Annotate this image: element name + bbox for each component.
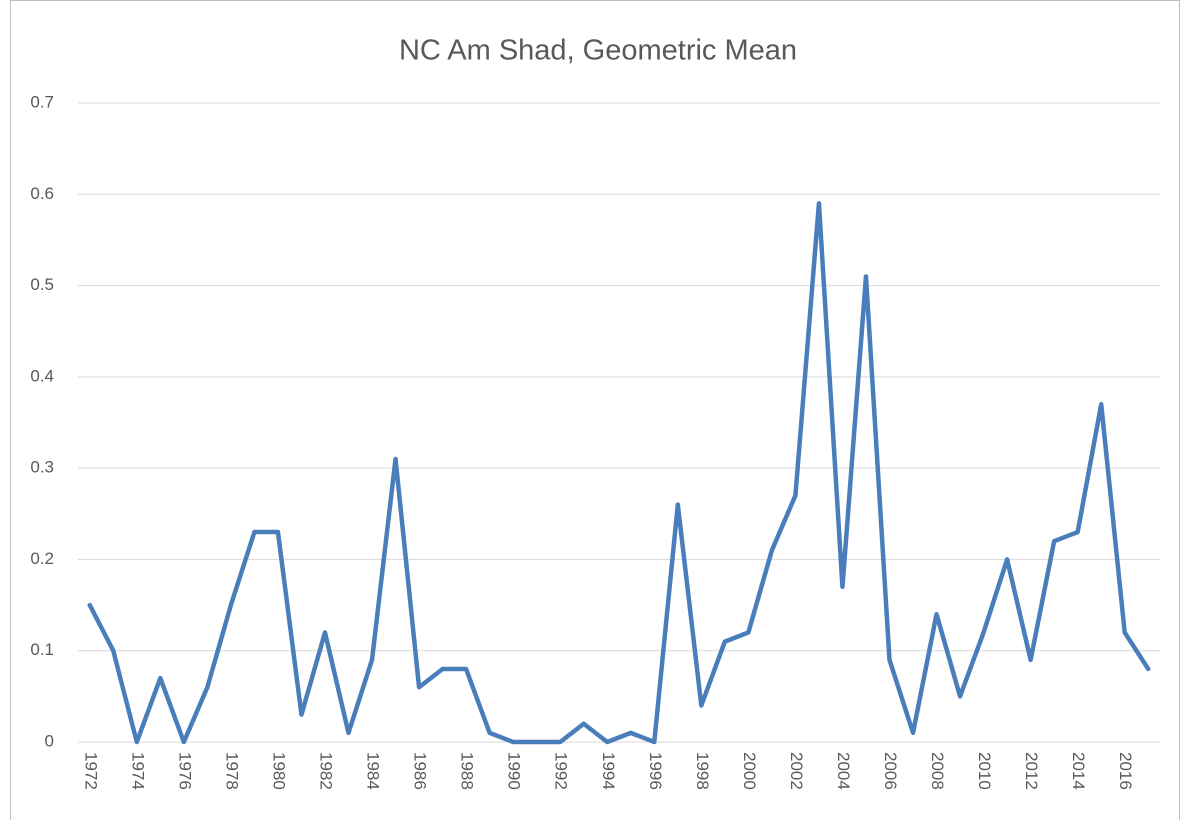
y-tick-label: 0.3 bbox=[30, 458, 54, 477]
x-tick-label: 2004 bbox=[834, 752, 853, 790]
y-tick-label: 0.1 bbox=[30, 640, 54, 659]
x-tick-label: 2012 bbox=[1022, 752, 1041, 790]
x-tick-label: 2008 bbox=[928, 752, 947, 790]
x-tick-label: 2010 bbox=[975, 752, 994, 790]
x-tick-label: 1982 bbox=[316, 752, 335, 790]
x-tick-label: 1994 bbox=[599, 752, 618, 790]
x-tick-label: 1986 bbox=[411, 752, 430, 790]
x-tick-label: 1984 bbox=[364, 752, 383, 790]
x-tick-label: 1998 bbox=[693, 752, 712, 790]
chart-title: NC Am Shad, Geometric Mean bbox=[399, 35, 797, 67]
y-tick-label: 0 bbox=[45, 731, 54, 750]
x-tick-label: 2006 bbox=[881, 752, 900, 790]
y-tick-label: 0.4 bbox=[30, 366, 54, 385]
data-line bbox=[87, 201, 1151, 745]
x-tick-label: 2000 bbox=[740, 752, 759, 790]
y-tick-label: 0.7 bbox=[30, 92, 54, 111]
x-tick-label: 1996 bbox=[646, 752, 665, 790]
x-tick-label: 2016 bbox=[1116, 752, 1135, 790]
x-tick-label: 1976 bbox=[175, 752, 194, 790]
x-tick-label: 1988 bbox=[458, 752, 477, 790]
x-tick-label: 1974 bbox=[128, 752, 147, 790]
x-tick-label: 1992 bbox=[552, 752, 571, 790]
y-tick-label: 0.6 bbox=[30, 184, 54, 203]
x-tick-label: 1990 bbox=[505, 752, 524, 790]
y-tick-label: 0.2 bbox=[30, 549, 54, 568]
x-tick-label: 1978 bbox=[222, 752, 241, 790]
y-tick-label: 0.5 bbox=[30, 275, 54, 294]
x-tick-label: 1972 bbox=[81, 752, 100, 790]
chart-border bbox=[10, 0, 1180, 820]
x-tick-label: 2014 bbox=[1069, 752, 1088, 790]
x-tick-label: 2002 bbox=[787, 752, 806, 790]
x-tick-label: 1980 bbox=[269, 752, 288, 790]
